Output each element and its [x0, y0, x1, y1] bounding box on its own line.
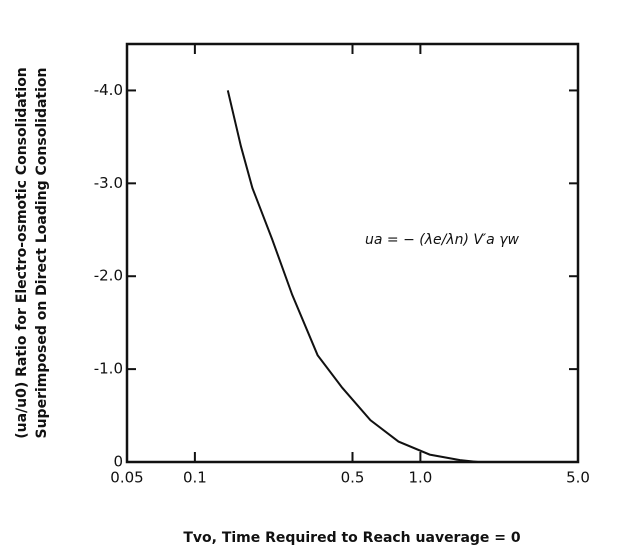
y-axis-title: Superimposed on Direct Loading Consolida…: [34, 68, 50, 439]
x-tick-label: 0.05: [110, 469, 143, 487]
y-tick-label: 0: [113, 453, 123, 471]
y-tick-label: -4.0: [94, 81, 123, 99]
x-tick-label: 1.0: [408, 469, 432, 487]
y-tick-label: -3.0: [94, 174, 123, 192]
x-axis-title: Tvo, Time Required to Reach uaverage = 0: [183, 530, 521, 546]
annotation: ua = − (λe/λn) V′a γw: [365, 232, 519, 248]
curve: [226, 90, 479, 463]
y-tick-label: -2.0: [94, 267, 123, 285]
y-axis-title: (ua/u0) Ratio for Electro-osmotic Consol…: [14, 67, 30, 439]
x-tick-label: 5.0: [566, 469, 590, 487]
x-tick-label: 0.1: [183, 469, 207, 487]
x-tick-label: 0.5: [341, 469, 365, 487]
y-tick-label: -1.0: [94, 360, 123, 378]
